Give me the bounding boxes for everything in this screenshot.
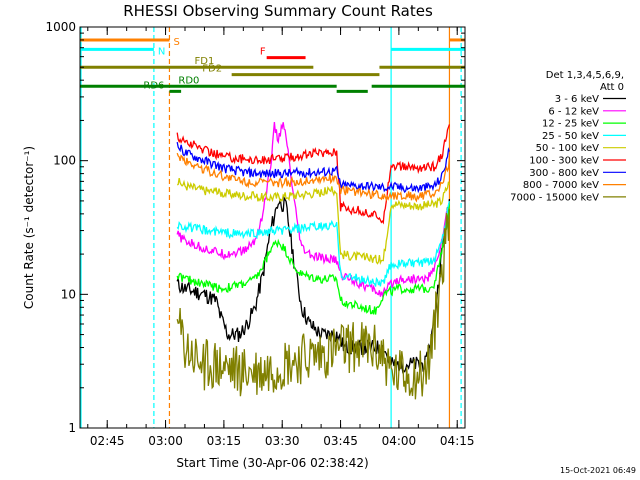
series-line <box>176 124 451 225</box>
x-tick-label: 03:15 <box>207 434 242 448</box>
state-bar-label: FD2 <box>202 64 222 75</box>
legend-label: 12 - 25 keV <box>542 119 599 130</box>
x-tick-label: 04:00 <box>382 434 417 448</box>
y-axis-label: Count Rate (s⁻¹ detector⁻¹) <box>22 146 36 309</box>
series-line <box>176 177 451 265</box>
chart-title: RHESSI Observing Summary Count Rates <box>123 2 433 20</box>
x-tick-label: 03:30 <box>265 434 300 448</box>
legend-label: 7000 - 15000 keV <box>510 192 599 203</box>
legend-label: 6 - 12 keV <box>548 106 599 117</box>
series-line <box>176 203 451 315</box>
state-bar-label: FD1 <box>195 56 215 67</box>
x-tick-label: 03:00 <box>148 434 183 448</box>
state-bar-label: S <box>173 37 179 48</box>
series-line <box>176 195 451 374</box>
legend-header: Det 1,3,4,5,6,9, <box>546 70 624 81</box>
legend-label: 800 - 7000 keV <box>523 180 599 191</box>
series-line <box>176 208 451 400</box>
legend-header: Att 0 <box>600 82 624 93</box>
legend-label: 25 - 50 keV <box>542 131 599 142</box>
x-tick-label: 04:15 <box>440 434 475 448</box>
y-tick-label: 100 <box>53 154 76 168</box>
series-line <box>176 122 451 298</box>
series-line <box>176 141 450 194</box>
x-axis-label: Start Time (30-Apr-06 02:38:42) <box>176 456 368 470</box>
y-tick-label: 10 <box>61 287 76 301</box>
series-line <box>176 152 451 203</box>
axes: 1 10 100 1000 02:45 03:00 03:15 03:30 03:45 04:00… <box>22 20 475 470</box>
state-bar-label: N <box>158 46 165 57</box>
y-tick-label: 1000 <box>45 20 76 34</box>
timestamp: 15-Oct-2021 06:49 <box>560 466 636 475</box>
data-series <box>176 122 451 400</box>
x-tick-label: 02:45 <box>90 434 125 448</box>
plot-frame <box>79 26 466 429</box>
series-line <box>176 200 451 288</box>
legend-label: 3 - 6 keV <box>555 94 599 105</box>
legend-label: 300 - 800 keV <box>529 168 599 179</box>
state-bar-label: F <box>260 47 266 58</box>
state-bar-label: RD6 <box>143 80 164 91</box>
legend-label: 50 - 100 keV <box>536 143 600 154</box>
state-bar-label: RD0 <box>178 75 199 86</box>
y-tick-label: 1 <box>68 421 76 435</box>
x-tick-label: 03:45 <box>323 434 358 448</box>
legend-label: 100 - 300 keV <box>529 156 599 167</box>
